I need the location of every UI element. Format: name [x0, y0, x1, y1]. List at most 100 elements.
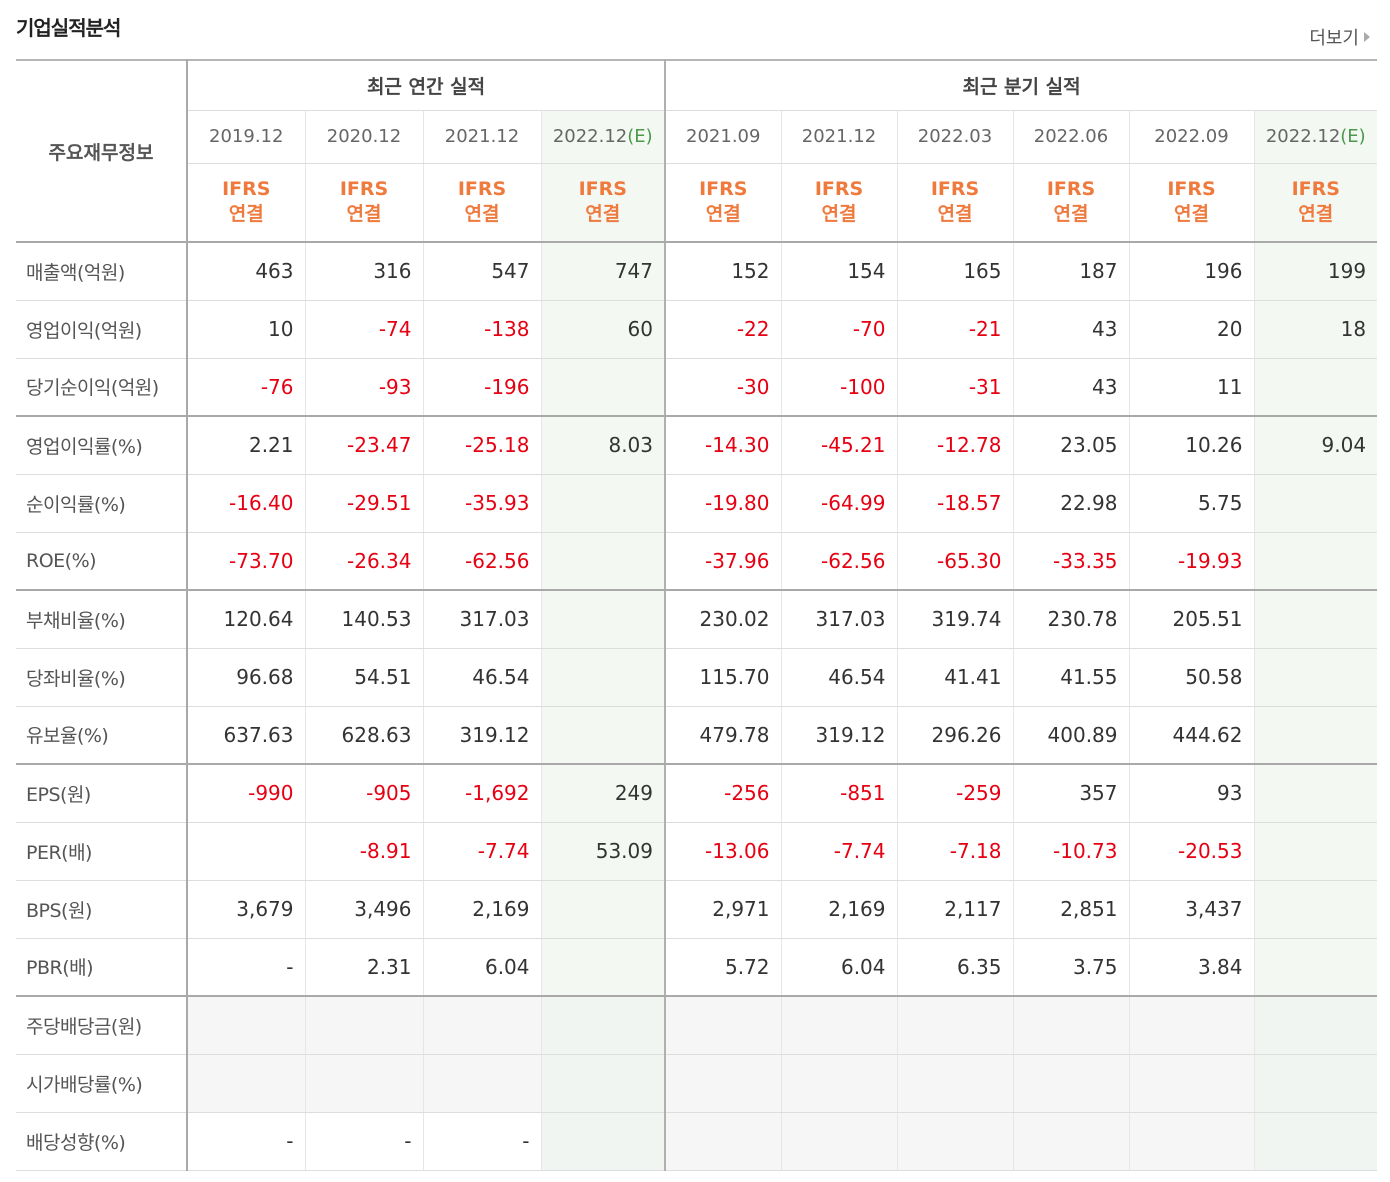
row-label: EPS(원)	[16, 764, 188, 823]
basis-text: 연결	[228, 203, 264, 226]
value-cell: -23.47	[304, 416, 423, 475]
value-cell: -30	[664, 358, 781, 417]
arrow-icon	[1364, 32, 1370, 42]
row-label: 순이익률(%)	[16, 474, 188, 533]
value-cell: -73.70	[186, 532, 305, 591]
data-row: 부채비율(%) 120.64 140.53 317.03 230.02 317.03 319…	[16, 590, 1378, 649]
column-basis: IFRS 연결	[896, 163, 1013, 243]
value-cell: -	[304, 1112, 423, 1171]
value-cell: 2.31	[304, 938, 423, 997]
value-cell: -13.06	[664, 822, 781, 881]
row-label: 부채비율(%)	[16, 590, 188, 649]
value-cell: -990	[186, 764, 305, 823]
value-cell: 18	[1253, 300, 1378, 359]
date-text: 2022.12	[1265, 126, 1341, 147]
value-cell: -64.99	[780, 474, 897, 533]
basis-text: 연결	[1298, 203, 1334, 226]
more-link[interactable]: 더보기	[1309, 24, 1370, 50]
basis-text: IFRS	[339, 178, 389, 201]
data-row: 당좌비율(%) 96.68 54.51 46.54 115.70 46.54 41.41 41…	[16, 648, 1378, 707]
value-cell: -16.40	[186, 474, 305, 533]
value-cell: 296.26	[896, 706, 1013, 765]
value-cell	[896, 996, 1013, 1055]
basis-text: IFRS	[222, 178, 271, 201]
row-label: 주당배당금(원)	[16, 996, 188, 1055]
value-cell: 43	[1012, 300, 1129, 359]
value-cell: -76	[186, 358, 305, 417]
value-cell: 43	[1012, 358, 1129, 417]
value-cell	[780, 1054, 897, 1113]
value-cell: 3,496	[304, 880, 423, 939]
value-cell	[664, 1112, 781, 1171]
value-cell: 400.89	[1012, 706, 1129, 765]
value-cell: 2.21	[186, 416, 305, 475]
row-label: 배당성향(%)	[16, 1112, 188, 1171]
value-cell	[540, 358, 665, 417]
basis-text: IFRS	[457, 178, 507, 201]
value-cell: 5.72	[664, 938, 781, 997]
column-date: 2022.12(E)	[1253, 110, 1378, 164]
value-cell	[1253, 648, 1378, 707]
value-cell: 463	[186, 242, 305, 301]
value-cell: 20	[1128, 300, 1254, 359]
column-basis: IFRS 연결	[422, 163, 541, 243]
more-text[interactable]: 더보기	[1309, 28, 1359, 49]
data-row: 영업이익(억원) 10 -74 -138 60 -22 -70 -21 43 20 18	[16, 300, 1378, 359]
value-cell	[304, 1054, 423, 1113]
value-cell	[186, 996, 305, 1055]
row-label: 당좌비율(%)	[16, 648, 188, 707]
value-cell: 6.04	[422, 938, 541, 997]
value-cell: 196	[1128, 242, 1254, 301]
basis-text: IFRS	[814, 178, 864, 201]
section-title: 기업실적분석	[16, 16, 121, 40]
value-cell	[1128, 1054, 1254, 1113]
value-cell	[1253, 474, 1378, 533]
column-basis: IFRS 연결	[304, 163, 423, 243]
value-cell: 41.55	[1012, 648, 1129, 707]
date-text: 2020.12	[326, 126, 402, 147]
column-date: 2022.09	[1128, 110, 1254, 164]
value-cell: 249	[540, 764, 665, 823]
value-cell: 205.51	[1128, 590, 1254, 649]
row-label: 영업이익(억원)	[16, 300, 188, 359]
value-cell	[422, 1054, 541, 1113]
value-cell	[540, 648, 665, 707]
data-row: 영업이익률(%) 2.21 -23.47 -25.18 8.03 -14.30 -45.21…	[16, 416, 1378, 475]
value-cell: 2,169	[780, 880, 897, 939]
value-cell	[540, 1112, 665, 1171]
column-date: 2022.03	[896, 110, 1013, 164]
date-text: 2019.12	[209, 126, 284, 147]
value-cell	[896, 1054, 1013, 1113]
data-row: 매출액(억원) 463 316 547 747 152 154 165 187 196 199	[16, 242, 1378, 301]
value-cell: 60	[540, 300, 665, 359]
value-cell: 10	[186, 300, 305, 359]
value-cell: 96.68	[186, 648, 305, 707]
value-cell: -70	[780, 300, 897, 359]
value-cell	[540, 996, 665, 1055]
value-cell: -62.56	[780, 532, 897, 591]
value-cell: -8.91	[304, 822, 423, 881]
value-cell	[540, 938, 665, 997]
value-cell: 199	[1253, 242, 1378, 301]
basis-text: IFRS	[1291, 178, 1340, 201]
value-cell	[1253, 764, 1378, 823]
value-cell	[1128, 1112, 1254, 1171]
basis-text: 연결	[1053, 203, 1089, 226]
value-cell: -14.30	[664, 416, 781, 475]
value-cell: 23.05	[1012, 416, 1129, 475]
column-date: 2019.12	[186, 110, 305, 164]
value-cell: 357	[1012, 764, 1129, 823]
value-cell: -	[186, 938, 305, 997]
value-cell: -196	[422, 358, 541, 417]
basis-text: 연결	[346, 203, 382, 226]
value-cell	[896, 1112, 1013, 1171]
data-row: PER(배) -8.91 -7.74 53.09 -13.06 -7.74 -7.18 -10…	[16, 822, 1378, 881]
value-cell: 317.03	[780, 590, 897, 649]
column-basis: IFRS 연결	[780, 163, 897, 243]
basis-text: 연결	[821, 203, 857, 226]
column-date: 2022.06	[1012, 110, 1129, 164]
value-cell: -35.93	[422, 474, 541, 533]
value-cell	[540, 706, 665, 765]
value-cell	[1253, 532, 1378, 591]
column-date: 2020.12	[304, 110, 423, 164]
